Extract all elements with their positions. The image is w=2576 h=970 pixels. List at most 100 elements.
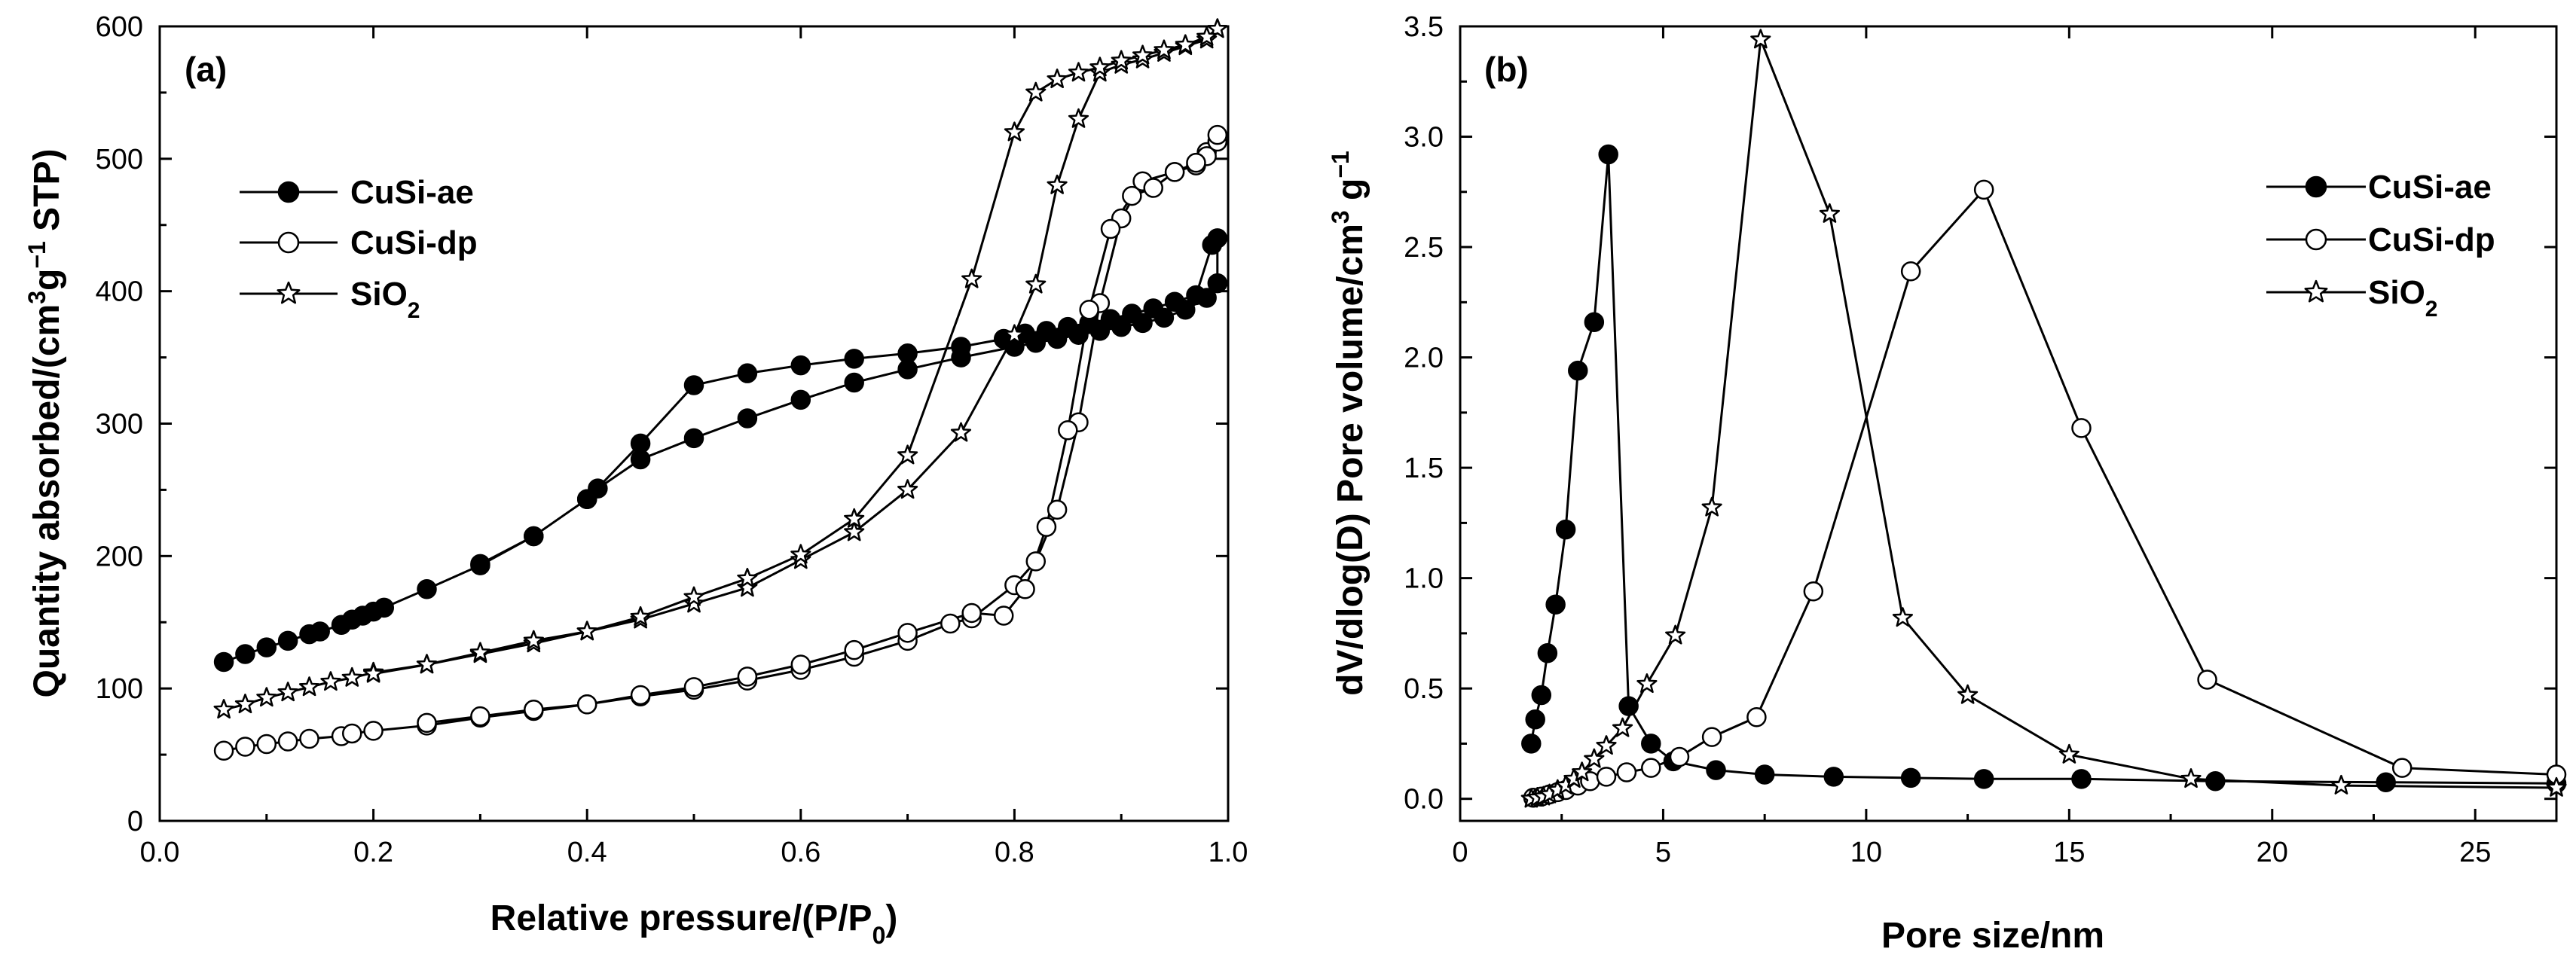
panel-a-point-cusi-dp <box>1036 517 1057 537</box>
panel-b-x-axis-label: Pore size/nm <box>1881 916 2104 956</box>
panel-a-legend-label-sio2: SiO2 <box>350 276 420 323</box>
panel-b-point-cusi-dp <box>2391 758 2413 778</box>
panel-b-point-sio2 <box>1596 735 1617 755</box>
panel-a-point-sio2 <box>320 671 341 691</box>
panel-b-y-ticks: 0.0 0.5 1.0 1.5 2.0 2.5 3.0 3.5 <box>1404 11 2556 816</box>
panel-b-chart: (b) 0 5 10 15 20 25 0.00.51.01.52.02.53.03.5 … <box>1327 11 2567 956</box>
panel-a-point-cusi-ae <box>524 526 544 547</box>
panel-a-point-sio2 <box>683 593 704 613</box>
panel-b-x-ticks: 0 5 10 15 20 25 <box>1452 26 2491 868</box>
panel-a-point-sio2 <box>1207 18 1228 38</box>
panel-b-point-cusi-dp <box>1803 581 1824 602</box>
panel-a-point-cusi-dp <box>1122 185 1142 206</box>
panel-b-point-sio2 <box>1665 624 1686 645</box>
panel-a-legend-label-cusi-dp: CuSi-dp <box>350 224 478 261</box>
panel-a-point-cusi-ae <box>417 579 437 599</box>
panel-a-point-cusi-ae <box>1143 298 1163 319</box>
panel-a-point-cusi-dp <box>299 728 319 749</box>
panel-a-chart: (a) 0.0 0.2 0.4 0.6 0.8 1.0 0 100 200 300 400 500 6… <box>23 11 1248 949</box>
panel-b-point-cusi-dp <box>1641 758 1661 778</box>
panel-a-point-sio2 <box>737 567 758 587</box>
panel-b-point-sio2 <box>1957 684 1979 704</box>
panel-a-y-axis-label-sup1: 3 <box>23 291 50 304</box>
panel-a-point-cusi-ae <box>1186 285 1206 306</box>
panel-a-x-tick-label: 0.0 <box>140 837 180 868</box>
panel-a-x-tick-label: 0.2 <box>353 837 393 868</box>
panel-a-point-cusi-ae <box>790 389 811 410</box>
panel-a-point-sio2 <box>950 422 972 442</box>
panel-a-point-cusi-ae <box>1100 309 1121 329</box>
panel-b-point-cusi-dp <box>2071 418 2092 438</box>
panel-a-point-cusi-ae <box>235 644 255 664</box>
panel-a-point-cusi-ae <box>1122 304 1142 324</box>
panel-b-point-cusi-ae <box>1973 769 1994 789</box>
panel-b-legend-entry-sio2: SiO2 <box>2266 274 2437 322</box>
panel-a-point-sio2 <box>1025 81 1047 102</box>
panel-a-point-sio2 <box>844 521 865 541</box>
panel-a-point-cusi-ae <box>310 621 330 642</box>
panel-a-y-axis-label: Quantity absorbed/(cm3g−1 STP) <box>23 148 67 697</box>
panel-a-point-sio2 <box>683 586 704 606</box>
panel-a-y-tick-label: 600 <box>96 11 143 43</box>
panel-b-point-cusi-ae <box>1521 734 1542 754</box>
panel-a-point-cusi-dp <box>1207 124 1228 145</box>
panel-a-point-sio2 <box>362 663 384 683</box>
panel-a-legend-entry-sio2: SiO2 <box>240 276 420 323</box>
panel-a-point-cusi-ae <box>213 651 234 673</box>
panel-b-y-tick-label: 3.5 <box>1404 11 1444 43</box>
panel-a-point-sio2 <box>1047 69 1068 89</box>
panel-a-point-sio2 <box>523 630 544 650</box>
panel-b-point-sio2 <box>1572 761 1593 782</box>
panel-a-point-cusi-ae <box>630 433 651 454</box>
panel-a-point-cusi-ae <box>844 349 864 369</box>
panel-b-legend-entry-cusi-ae: CuSi-ae <box>2266 169 2492 206</box>
panel-b-y-axis-label: dV/dlog(D) Pore volume/cm3 g−1 <box>1327 151 1371 696</box>
panel-a-point-cusi-dp <box>790 654 811 675</box>
panel-a-y-axis-label-mid: g <box>27 269 67 291</box>
panel-a-legend-label-sio2-main: SiO <box>350 276 408 313</box>
panel-a-point-sio2 <box>897 479 918 499</box>
panel-b-point-sio2 <box>1636 673 1658 694</box>
panel-b-y-tick-label: 1.0 <box>1404 563 1444 595</box>
panel-a-point-sio2 <box>1004 121 1025 142</box>
panel-a-point-cusi-ae <box>277 630 298 651</box>
panel-a-point-cusi-ae <box>256 637 277 657</box>
panel-a-point-cusi-dp <box>470 706 490 727</box>
panel-a-point-sio2 <box>737 577 758 597</box>
panel-a-point-sio2 <box>897 444 918 465</box>
panel-b-y-tick-label: 2.5 <box>1404 232 1444 264</box>
panel-a-point-sio2 <box>298 676 320 697</box>
panel-b-point-cusi-ae <box>2376 772 2396 792</box>
panel-a-point-sio2 <box>1068 108 1089 128</box>
panel-b-legend-label-sio2: SiO2 <box>2368 274 2437 322</box>
panel-a-point-cusi-dp <box>1058 420 1078 441</box>
panel-a-point-cusi-dp <box>213 740 234 761</box>
panel-a-point-sio2 <box>1068 62 1089 82</box>
panel-a-point-sio2 <box>844 508 865 528</box>
panel-b-point-cusi-dp <box>2197 670 2217 690</box>
panel-a-point-cusi-dp <box>1164 162 1185 182</box>
panel-a-point-cusi-ae <box>844 372 864 393</box>
panel-a-point-cusi-ae <box>897 343 918 364</box>
panel-a-legend-entry-cusi-dp: CuSi-dp <box>240 224 478 261</box>
panel-a-legend-marker-cusi-dp <box>277 231 300 254</box>
panel-a-point-cusi-ae <box>1164 291 1185 312</box>
panel-b-point-sio2 <box>1612 717 1633 737</box>
panel-a-point-cusi-dp <box>940 613 961 634</box>
panel-b-point-sio2 <box>2330 774 2351 795</box>
panel-a-legend-entry-cusi-ae: CuSi-ae <box>240 174 474 211</box>
panel-a-point-cusi-ae <box>1036 321 1057 341</box>
panel-a-point-sio2 <box>1025 273 1047 294</box>
panel-a-point-cusi-ae <box>790 355 811 376</box>
panel-a-point-cusi-ae <box>1058 316 1078 337</box>
panel-a-point-sio2 <box>277 682 298 702</box>
panel-b-point-sio2 <box>1819 203 1840 223</box>
panel-b-x-tick-label: 15 <box>2053 837 2085 868</box>
panel-a-point-sio2 <box>1047 174 1068 194</box>
panel-a-point-cusi-dp <box>844 639 864 660</box>
panel-b-point-sio2 <box>1750 29 1771 49</box>
panel-a-x-tick-label: 0.4 <box>567 837 607 868</box>
panel-b-point-sio2 <box>2546 776 2567 797</box>
panel-a-legend-label-cusi-ae: CuSi-ae <box>350 174 474 211</box>
